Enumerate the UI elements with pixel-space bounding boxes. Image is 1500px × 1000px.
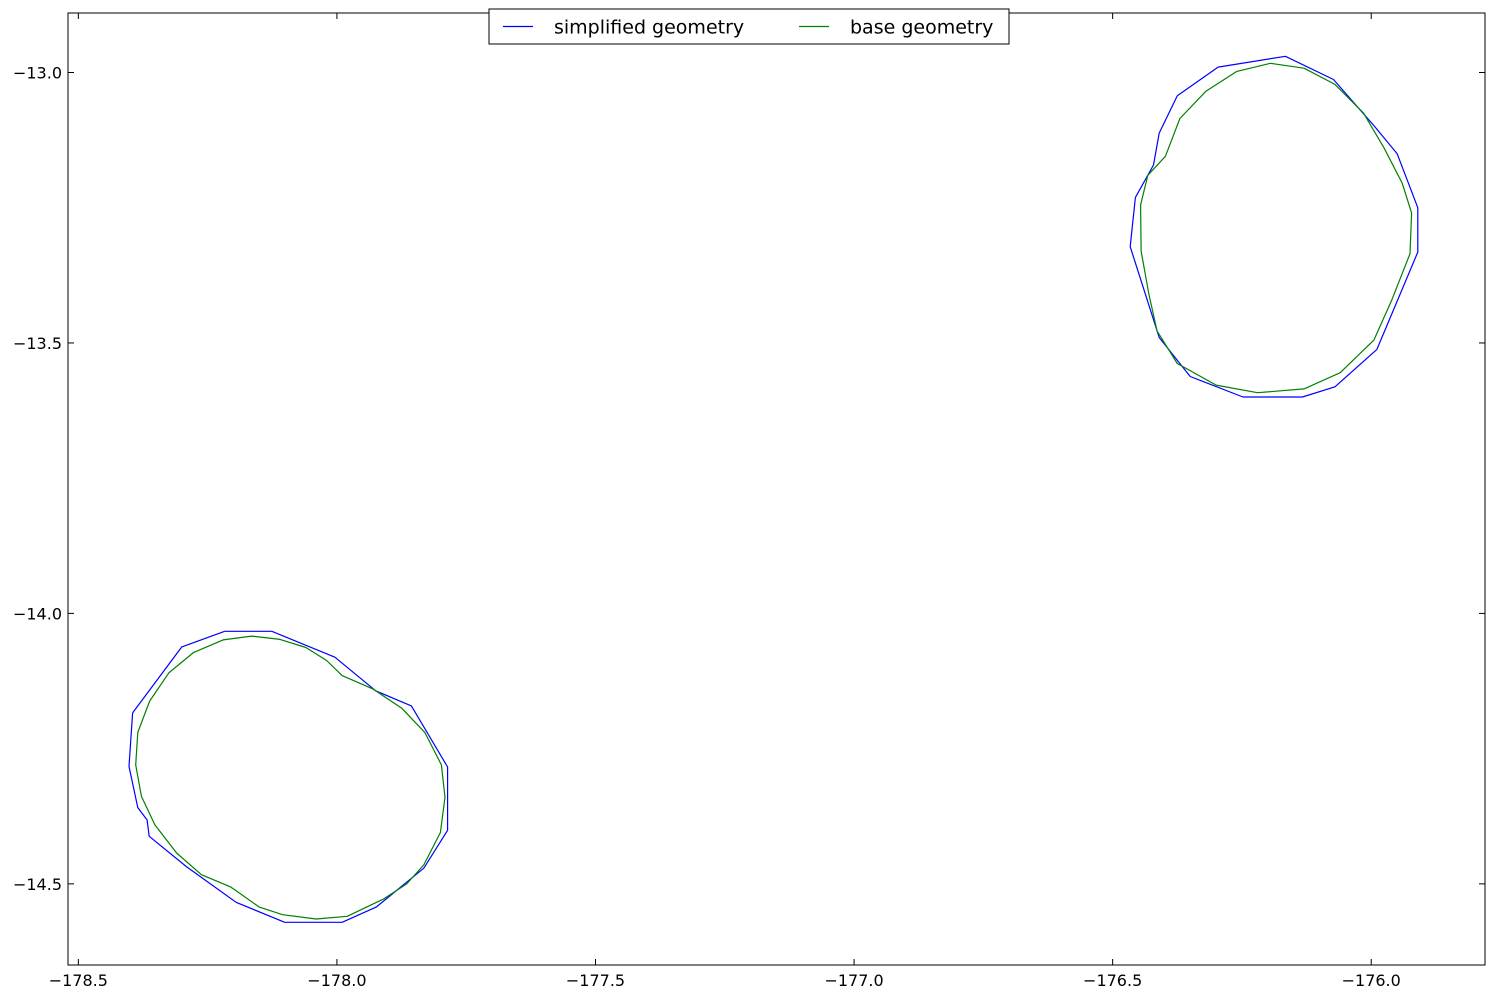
legend-label: base geometry (850, 17, 993, 39)
x-axis-ticks: −178.5 −178.0 −177.5 −177.0 −176.5 −176.0 (49, 13, 1401, 990)
base-geometry-polygon-2 (1139, 62, 1413, 394)
x-tick-label: −176.5 (1083, 971, 1142, 990)
base-geometry-polygon-1 (135, 635, 446, 920)
series-base-geometry (135, 62, 1413, 920)
series-layer (128, 55, 1419, 923)
series-simplified-geometry (128, 55, 1419, 923)
x-tick-label: −176.0 (1342, 971, 1401, 990)
legend-label: simplified geometry (554, 17, 744, 39)
simplified-geometry-polygon-1 (128, 630, 449, 923)
legend-box (488, 8, 1010, 45)
y-tick-label: −14.0 (13, 604, 62, 623)
x-tick-label: −178.0 (307, 971, 366, 990)
y-tick-label: −13.5 (13, 334, 62, 353)
y-tick-label: −13.0 (13, 64, 62, 83)
x-tick-label: −177.0 (824, 971, 883, 990)
x-tick-label: −178.5 (49, 971, 108, 990)
plot-frame (67, 12, 1486, 966)
legend: simplified geometry base geometry (488, 8, 1010, 45)
simplified-geometry-polygon-2 (1129, 55, 1419, 398)
y-tick-label: −14.5 (13, 875, 62, 894)
x-tick-label: −177.5 (566, 971, 625, 990)
y-axis-ticks: −13.0 −13.5 −14.0 −14.5 (13, 64, 1485, 894)
